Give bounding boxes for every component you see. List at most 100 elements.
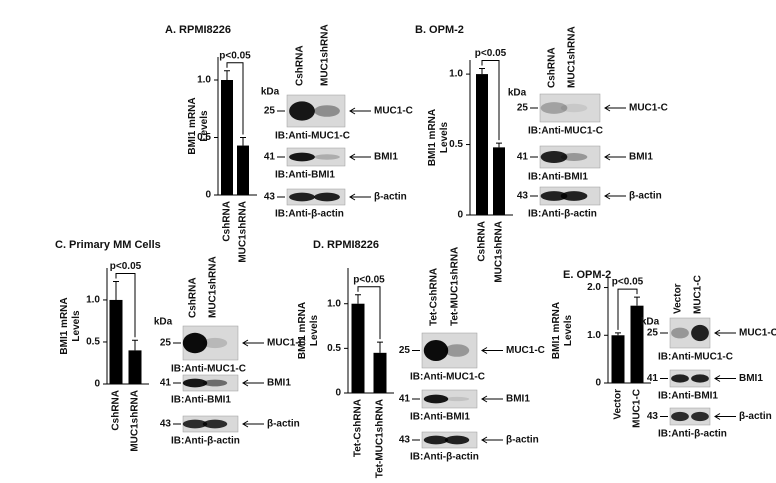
kda-label: 25 [160, 338, 172, 349]
y-axis-label: BMI1 mRNALevels [187, 97, 210, 154]
ib-label: IB:Anti-MUC1-C [171, 364, 246, 375]
significance-label: p<0.05 [110, 261, 142, 272]
blot-band [671, 374, 689, 383]
kda-header: kDa [508, 88, 527, 99]
kda-label: 43 [647, 411, 659, 422]
lane-label: MUC1shRNA [208, 256, 219, 318]
blot-band [444, 435, 470, 445]
lane-label: CshRNA [295, 45, 306, 86]
arrow [349, 107, 371, 115]
ib-label: IB:Anti-BMI1 [171, 395, 231, 406]
bar [351, 303, 365, 393]
y-axis-label-line: BMI1 mRNA [297, 302, 308, 359]
arrow [714, 329, 736, 337]
band-label: β-actin [629, 191, 662, 202]
y-axis-label-line: Levels [309, 314, 320, 346]
arrow [349, 153, 371, 161]
y-tick-label: 0 [205, 190, 211, 201]
blot-band [314, 154, 340, 160]
panel-title: C. Primary MM Cells [55, 239, 161, 251]
x-tick-label: CshRNA [477, 221, 488, 262]
significance-label: p<0.05 [475, 48, 507, 59]
error-bar [224, 70, 230, 80]
y-tick-label: 0 [335, 388, 341, 399]
band-label: BMI1 [374, 152, 398, 163]
ib-label: IB:Anti-BMI1 [658, 391, 718, 402]
arrow [714, 375, 736, 382]
blot-band [289, 192, 315, 202]
kda-label: 41 [160, 378, 172, 389]
y-tick-label: 0.5 [449, 139, 463, 150]
band-label: BMI1 [506, 394, 530, 405]
ib-label: IB:Anti-β-actin [171, 436, 240, 447]
band-label: β-actin [374, 192, 407, 203]
blot-band [540, 102, 568, 114]
kda-label: 41 [517, 152, 529, 163]
blot-band [423, 435, 449, 445]
blot-band [289, 152, 315, 162]
lane-label: MUC1shRNA [320, 24, 331, 86]
panel-title: D. RPMI8226 [313, 239, 379, 251]
bar [630, 305, 644, 383]
kda-label: 43 [517, 191, 529, 202]
x-tick-label: CshRNA [111, 390, 122, 431]
ib-label: IB:Anti-MUC1-C [658, 352, 733, 363]
y-axis-label-line: BMI1 mRNA [59, 297, 70, 354]
bar [493, 147, 505, 215]
y-tick-label: 0.5 [86, 337, 100, 348]
ib-label: IB:Anti-BMI1 [275, 170, 335, 181]
band-label: β-actin [506, 435, 539, 446]
ib-label: IB:Anti-BMI1 [528, 172, 588, 183]
kda-label: 25 [399, 345, 411, 356]
kda-label: 25 [647, 328, 659, 339]
arrow [481, 347, 503, 354]
blot-band [560, 103, 588, 113]
arrow [242, 339, 264, 347]
blot-band [314, 105, 340, 117]
ib-label: IB:Anti-MUC1-C [410, 372, 485, 383]
ib-label: IB:Anti-β-actin [275, 209, 344, 220]
y-axis-label-line: Levels [563, 314, 574, 346]
error-bar [479, 67, 485, 75]
y-tick-label: 1.0 [587, 330, 601, 341]
error-bar [634, 296, 640, 306]
x-tick-label: CshRNA [222, 201, 233, 242]
blot-band [289, 101, 315, 121]
lane-label: MUC1shRNA [567, 26, 578, 88]
band-label: β-actin [267, 419, 300, 430]
arrow [604, 104, 626, 112]
significance-bracket [357, 286, 381, 340]
y-axis-label: BMI1 mRNALevels [297, 302, 320, 359]
ib-label: IB:Anti-MUC1-C [275, 131, 350, 142]
blot-band [444, 396, 470, 402]
significance-bracket [481, 59, 500, 141]
significance-label: p<0.05 [219, 50, 251, 61]
band-label: MUC1-C [374, 106, 413, 117]
blot-band [182, 419, 208, 429]
error-bar [113, 280, 119, 300]
blot-strip [286, 147, 346, 167]
kda-label: 43 [264, 192, 276, 203]
error-bar [132, 339, 138, 351]
bar [221, 80, 233, 195]
ib-label: IB:Anti-β-actin [528, 209, 597, 220]
bar [128, 350, 142, 384]
y-axis-label-line: Levels [439, 121, 450, 153]
kda-label: 41 [647, 373, 659, 384]
blot-strip [421, 389, 478, 409]
ib-label: IB:Anti-BMI1 [410, 412, 470, 423]
blot-band [671, 411, 689, 422]
x-tick-label: MUC1shRNA [238, 201, 249, 263]
kda-label: 43 [399, 435, 411, 446]
y-axis-label-line: BMI1 mRNA [551, 302, 562, 359]
y-tick-label: 1.0 [449, 69, 463, 80]
error-bar [377, 341, 383, 353]
band-label: BMI1 [739, 373, 763, 384]
blot-band [314, 192, 340, 202]
y-tick-label: 0 [595, 378, 601, 389]
bar [611, 335, 625, 383]
x-tick-label: Tet-CshRNA [353, 399, 364, 457]
band-label: MUC1-C [739, 328, 776, 339]
blot-band [560, 191, 588, 201]
kda-label: 41 [264, 152, 276, 163]
